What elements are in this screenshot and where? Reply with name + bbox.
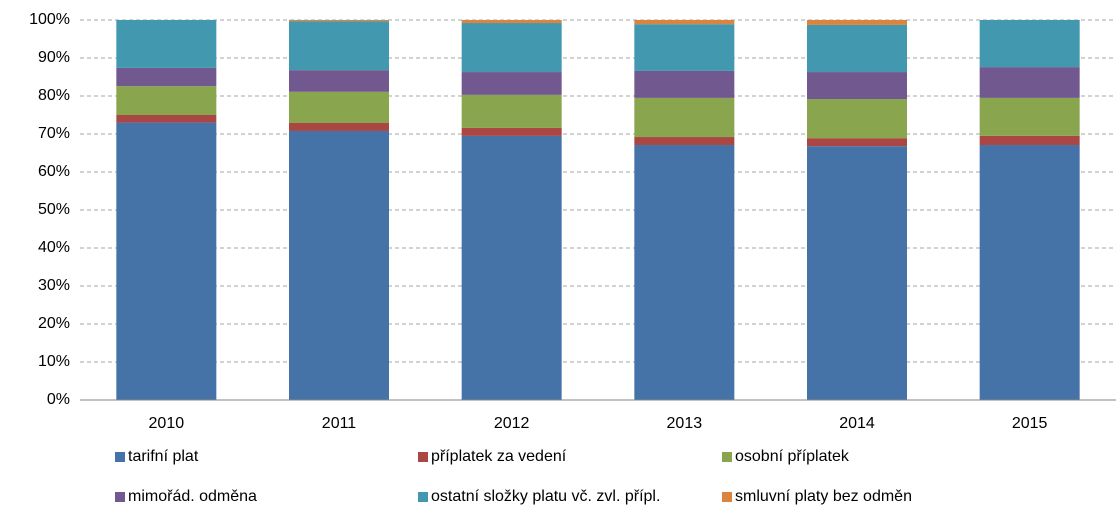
y-tick-label: 70% [38, 125, 70, 142]
x-tick-label: 2013 [667, 415, 703, 432]
bar-segment [979, 135, 1080, 146]
bar-segment [116, 115, 217, 123]
legend-swatch [722, 452, 732, 462]
legend-label: ostatní složky platu vč. zvl. přípl. [431, 488, 660, 505]
bar-segment [461, 72, 562, 95]
y-tick-label: 80% [38, 87, 70, 104]
y-tick-label: 50% [38, 201, 70, 218]
legend-label: příplatek za vedení [431, 448, 567, 465]
bar-segment [807, 138, 907, 147]
y-tick-label: 20% [38, 315, 70, 332]
y-tick-label: 10% [38, 353, 70, 370]
legend-label: osobní příplatek [735, 448, 850, 465]
legend-swatch [418, 492, 428, 502]
bar-segment [461, 20, 562, 24]
bar-segment [116, 122, 217, 400]
y-tick-label: 40% [38, 239, 70, 256]
bar-segment [979, 145, 1080, 400]
bar-segment [289, 20, 389, 22]
legend-swatch [722, 492, 732, 502]
bar-segment [289, 122, 389, 131]
legend-label: mimořád. odměna [128, 488, 257, 505]
bar-segment [634, 20, 735, 25]
x-tick-label: 2011 [322, 415, 357, 432]
bar-segment [289, 70, 389, 92]
bar-segment [461, 127, 562, 136]
bar-segment [289, 130, 389, 400]
bar-segment [289, 21, 389, 71]
bar-segment [807, 99, 907, 139]
x-tick-label: 2014 [839, 415, 875, 432]
bar-segment [979, 20, 1080, 68]
bar-segment [461, 94, 562, 128]
bar-segment [461, 135, 562, 400]
legend-swatch [115, 492, 125, 502]
legend-label: smluvní platy bez odměn [735, 488, 912, 505]
bar-segment [634, 137, 735, 146]
bar-segment [289, 91, 389, 123]
bar-segment [116, 67, 217, 87]
y-tick-label: 60% [38, 163, 70, 180]
y-tick-label: 90% [38, 49, 70, 66]
bar-segment [461, 23, 562, 73]
bar-segment [807, 20, 907, 25]
legend-swatch [115, 452, 125, 462]
bar-segment [807, 24, 907, 73]
legend-swatch [418, 452, 428, 462]
x-tick-label: 2010 [149, 415, 185, 432]
bar-segment [979, 97, 1080, 136]
bar-segment [807, 146, 907, 400]
bar-segment [634, 24, 735, 71]
bar-segment [116, 86, 217, 115]
x-tick-label: 2015 [1012, 415, 1048, 432]
y-tick-label: 0% [47, 391, 70, 408]
bar-segment [634, 97, 735, 138]
bar-segment [634, 70, 735, 98]
bar-segment [807, 72, 907, 100]
bar-segment [116, 20, 217, 68]
bar-segment [979, 67, 1080, 98]
y-tick-label: 100% [29, 11, 70, 28]
x-tick-label: 2012 [494, 415, 530, 432]
bar-segment [634, 145, 735, 400]
y-tick-label: 30% [38, 277, 70, 294]
legend-label: tarifní plat [128, 448, 199, 465]
